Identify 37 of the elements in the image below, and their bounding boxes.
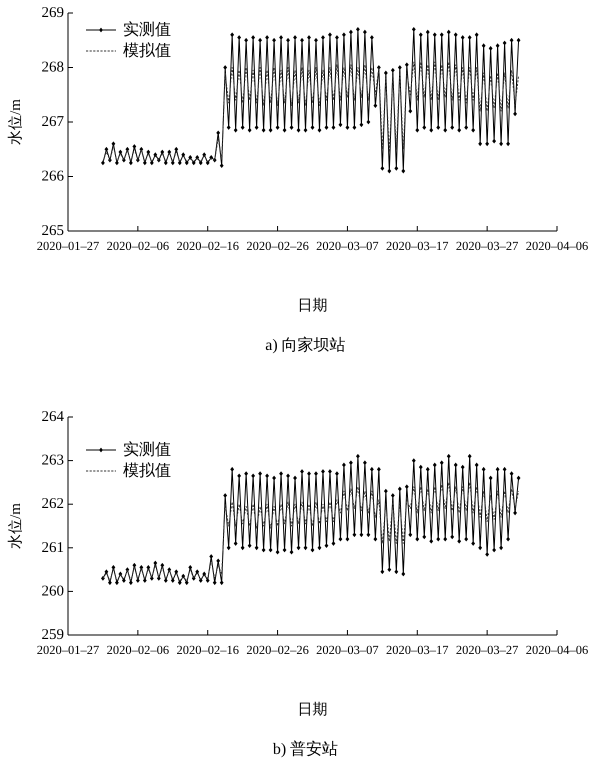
legend-label: 模拟值 [123, 462, 171, 480]
x-tick-label: 2020–02–16 [176, 239, 239, 253]
x-axis-title: 日期 [298, 701, 328, 718]
legend-label: 模拟值 [123, 42, 171, 60]
y-tick-label: 261 [42, 540, 64, 556]
x-axis-title: 日期 [298, 297, 328, 314]
y-tick-label: 263 [42, 452, 64, 469]
x-tick-label: 2020–02–06 [106, 239, 170, 253]
x-tick-label: 2020–02–26 [246, 643, 309, 657]
x-tick-label: 2020–03–17 [386, 239, 449, 253]
x-tick-label: 2020–03–27 [456, 643, 518, 657]
y-axis-title: 水位/m [7, 98, 24, 145]
x-tick-label: 2020–04–06 [526, 239, 588, 253]
x-tick-label: 2020–02–16 [176, 643, 239, 657]
x-tick-label: 2020–01–27 [36, 643, 100, 657]
y-tick-label: 267 [42, 114, 64, 130]
legend-label: 实测值 [123, 20, 171, 38]
y-tick-label: 260 [42, 583, 64, 600]
x-tick-label: 2020–03–27 [456, 239, 518, 253]
text: a) 向家坝站 [265, 336, 346, 354]
x-tick-label: 2020–03–07 [316, 643, 379, 657]
x-tick-label: 2020–03–17 [386, 643, 449, 657]
y-tick-label: 262 [42, 496, 64, 512]
y-tick-label: 265 [42, 223, 64, 239]
y-axis-title: 水位/m [7, 502, 24, 549]
text: b) 普安站 [272, 740, 338, 758]
x-tick-label: 2020–02–26 [246, 239, 309, 253]
y-tick-label: 259 [42, 627, 64, 643]
y-tick-label: 269 [42, 5, 64, 21]
x-tick-label: 2020–02–06 [106, 643, 170, 657]
y-tick-label: 266 [42, 168, 64, 184]
y-tick-label: 264 [42, 409, 64, 425]
x-tick-label: 2020–04–06 [526, 643, 588, 657]
x-tick-label: 2020–01–27 [36, 239, 100, 253]
x-tick-label: 2020–03–07 [316, 239, 379, 253]
y-tick-label: 268 [42, 60, 64, 76]
legend-label: 实测值 [123, 440, 171, 458]
